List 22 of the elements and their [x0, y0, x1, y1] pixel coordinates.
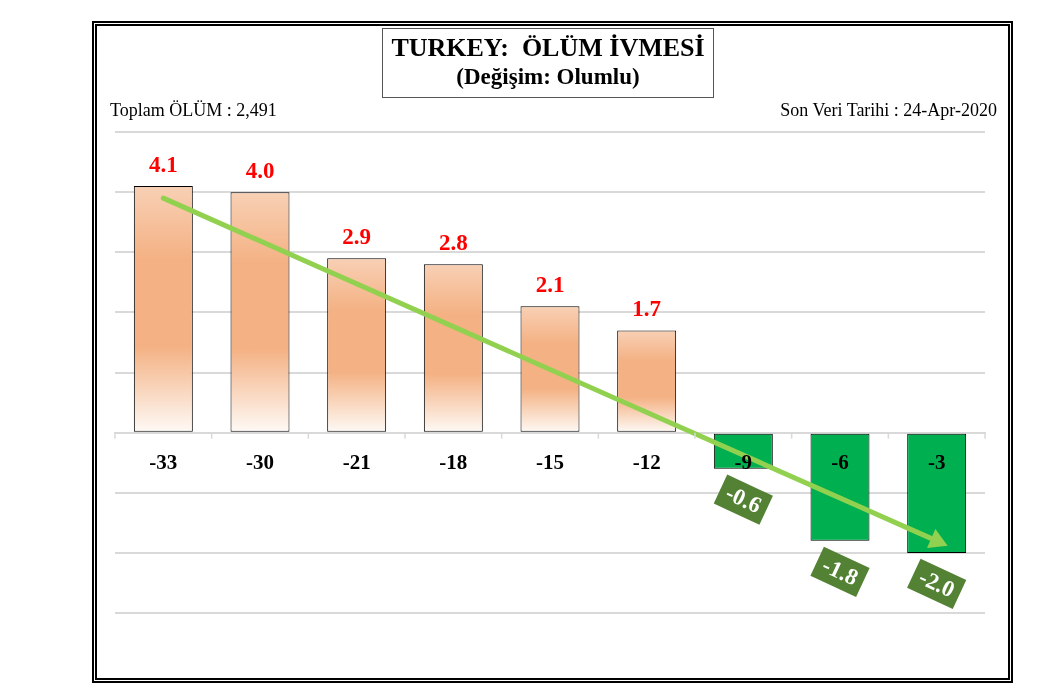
x-tick-label: -15 [536, 449, 564, 474]
x-tick-label: -21 [342, 449, 371, 474]
x-tick-label: -12 [632, 449, 661, 474]
data-label: 2.8 [438, 230, 468, 256]
x-tick-label: -18 [439, 449, 468, 474]
text: Son Veri Tarihi : 24-Apr-2020 [780, 99, 997, 121]
x-tick-label: -3 [927, 449, 946, 474]
data-label: 4.0 [245, 158, 275, 184]
data-label: -2.0 [915, 564, 959, 603]
x-tick-label: -9 [734, 449, 753, 474]
x-tick-label: -33 [149, 449, 178, 474]
x-tick-label: -30 [246, 449, 274, 474]
text: Toplam ÖLÜM : 2,491 [110, 99, 277, 121]
data-label: -1.8 [818, 552, 863, 591]
chart-title: TURKEY: ÖLÜM İVMESİ [391, 33, 705, 63]
data-label: 4.1 [148, 152, 178, 178]
data-label: -0.6 [721, 480, 766, 519]
data-label: 1.7 [632, 296, 662, 322]
data-label: 2.1 [535, 272, 565, 298]
chart-subtitle: (Değişim: Olumlu) [456, 63, 640, 91]
x-tick-label: -6 [831, 449, 849, 474]
data-label: 2.9 [342, 224, 372, 250]
